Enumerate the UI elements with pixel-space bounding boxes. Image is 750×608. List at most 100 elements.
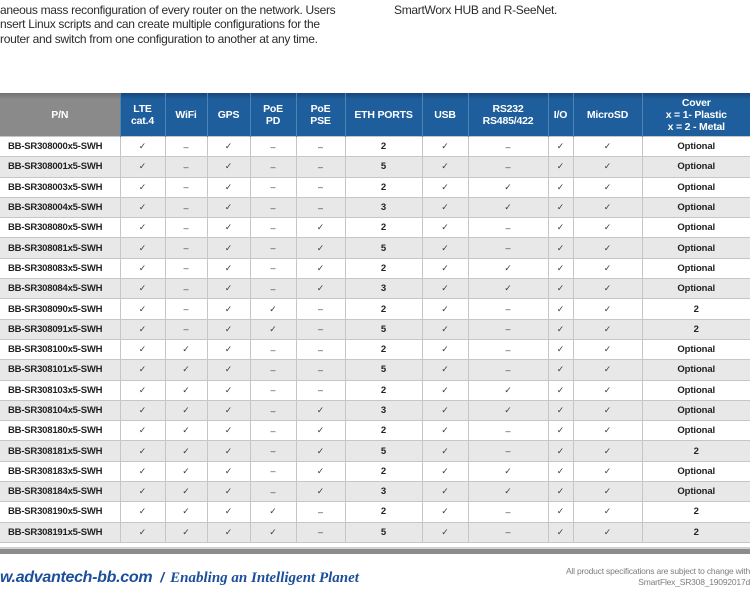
cell-cover: Optional <box>641 237 750 259</box>
cell-pn: BB-SR308004x5-SWH <box>0 196 121 219</box>
check-icon-io: ✓ <box>547 257 574 280</box>
cell-cover: 2 <box>641 298 750 320</box>
check-icon-microsd: ✓ <box>572 460 643 483</box>
check-icon-wifi: ✓ <box>164 420 208 442</box>
table-row: BB-SR308080x5-SWH ✓ – ✓ – ✓ 2 ✓ – ✓ ✓ Optional <box>0 217 750 239</box>
dash-rs232: – <box>467 420 549 442</box>
check-icon-rs232: ✓ <box>467 176 549 198</box>
check-icon-lte: ✓ <box>119 440 166 462</box>
check-icon-io: ✓ <box>547 278 574 300</box>
cell-eth: 2 <box>344 501 423 523</box>
check-icon-gps: ✓ <box>206 278 251 300</box>
dash-rs232: – <box>467 156 549 178</box>
check-icon-lte: ✓ <box>119 318 166 340</box>
dash-poe-pd: – <box>249 237 297 259</box>
spec-table-header-row: P/N LTE cat.4 WiFi GPS PoE PD PoE PSE ETH PORTS US… <box>0 93 750 137</box>
check-icon-wifi: ✓ <box>164 338 208 361</box>
dash-poe-pse: – <box>295 359 346 381</box>
dash-poe-pd: – <box>249 379 297 401</box>
table-row: BB-SR308191x5-SWH ✓ ✓ ✓ ✓ –5 ✓ – ✓ ✓ 2 <box>0 521 750 543</box>
cell-pn: BB-SR308101x5-SWH <box>0 359 121 381</box>
cell-pn: BB-SR308091x5-SWH <box>0 318 121 340</box>
check-icon-gps: ✓ <box>206 298 251 320</box>
check-icon-microsd: ✓ <box>572 217 643 239</box>
footer-tagline: Enabling an Intelligent Planet <box>170 570 359 586</box>
check-icon-usb: ✓ <box>421 196 469 219</box>
check-icon-lte: ✓ <box>119 237 166 259</box>
check-icon-usb: ✓ <box>421 481 469 503</box>
check-icon-wifi: ✓ <box>164 379 208 401</box>
check-icon-lte: ✓ <box>119 156 166 178</box>
dash-poe-pse: – <box>295 176 346 198</box>
check-icon-poe-pse: ✓ <box>295 440 346 462</box>
check-icon-rs232: ✓ <box>467 257 549 280</box>
check-icon-gps: ✓ <box>206 359 251 381</box>
check-icon-usb: ✓ <box>421 521 469 543</box>
cell-eth: 5 <box>344 521 423 543</box>
footer-branding: w.advantech-bb.com / Enabling an Intellige… <box>0 569 359 587</box>
dash-poe-pd: – <box>249 440 297 462</box>
footer-website-link[interactable]: w.advantech-bb.com <box>0 569 153 586</box>
cell-cover: Optional <box>641 460 750 483</box>
cell-cover: 2 <box>641 521 750 543</box>
check-icon-usb: ✓ <box>421 278 469 300</box>
check-icon-lte: ✓ <box>119 359 166 381</box>
check-icon-gps: ✓ <box>206 196 251 219</box>
dash-poe-pd: – <box>249 359 297 381</box>
check-icon-lte: ✓ <box>119 460 166 483</box>
cell-cover: Optional <box>641 217 750 239</box>
check-icon-microsd: ✓ <box>572 521 643 543</box>
footer-document-id: SmartFlex_SR308_19092017d <box>638 577 750 587</box>
check-icon-io: ✓ <box>547 399 574 422</box>
dash-poe-pse: – <box>295 521 346 543</box>
column-header-poe-pse: PoE PSE <box>295 93 345 137</box>
check-icon-microsd: ✓ <box>572 237 643 259</box>
dash-poe-pd: – <box>249 257 297 280</box>
cell-eth: 2 <box>344 298 423 320</box>
table-row: BB-SR308181x5-SWH ✓ ✓ ✓ – ✓ 5 ✓ – ✓ ✓ 2 <box>0 440 750 462</box>
intro-line: router and switch from one configuration… <box>0 31 318 46</box>
check-icon-microsd: ✓ <box>572 359 643 381</box>
check-icon-lte: ✓ <box>119 379 166 401</box>
check-icon-usb: ✓ <box>421 501 469 523</box>
dash-poe-pd: – <box>249 196 297 219</box>
cell-pn: BB-SR308184x5-SWH <box>0 481 121 503</box>
check-icon-gps: ✓ <box>206 318 251 340</box>
cell-pn: BB-SR308103x5-SWH <box>0 379 121 401</box>
check-icon-usb: ✓ <box>421 338 469 361</box>
check-icon-usb: ✓ <box>421 440 469 462</box>
cell-pn: BB-SR308090x5-SWH <box>0 298 121 320</box>
cell-eth: 2 <box>344 217 423 239</box>
check-icon-rs232: ✓ <box>467 481 549 503</box>
check-icon-io: ✓ <box>547 217 574 239</box>
check-icon-lte: ✓ <box>119 481 166 503</box>
check-icon-gps: ✓ <box>206 399 251 422</box>
check-icon-wifi: ✓ <box>164 440 208 462</box>
check-icon-microsd: ✓ <box>572 440 643 462</box>
check-icon-lte: ✓ <box>119 420 166 442</box>
column-header-io: I/O <box>547 93 573 137</box>
cell-eth: 2 <box>344 460 423 483</box>
check-icon-lte: ✓ <box>119 278 166 300</box>
footer-separator: / <box>160 569 165 585</box>
cell-cover: Optional <box>641 338 750 361</box>
check-icon-rs232: ✓ <box>467 399 549 422</box>
table-row: BB-SR308100x5-SWH ✓ ✓ ✓ – –2 ✓ – ✓ ✓ Optional <box>0 338 750 361</box>
cell-eth: 2 <box>344 379 423 401</box>
check-icon-io: ✓ <box>547 440 574 462</box>
dash-poe-pse: – <box>295 298 346 320</box>
cell-eth: 3 <box>344 399 423 422</box>
check-icon-io: ✓ <box>547 298 574 320</box>
check-icon-rs232: ✓ <box>467 379 549 401</box>
check-icon-microsd: ✓ <box>572 196 643 219</box>
dash-wifi: – <box>164 217 208 239</box>
table-row: BB-SR308184x5-SWH ✓ ✓ ✓ – ✓ 3 ✓ ✓ ✓ ✓ Optional <box>0 481 750 503</box>
dash-poe-pd: – <box>249 176 297 198</box>
check-icon-poe-pse: ✓ <box>295 217 346 239</box>
check-icon-gps: ✓ <box>206 237 251 259</box>
check-icon-usb: ✓ <box>421 176 469 198</box>
cell-pn: BB-SR308181x5-SWH <box>0 440 121 462</box>
check-icon-io: ✓ <box>547 359 574 381</box>
column-header-lte: LTE cat.4 <box>119 93 165 137</box>
cell-eth: 5 <box>344 359 423 381</box>
